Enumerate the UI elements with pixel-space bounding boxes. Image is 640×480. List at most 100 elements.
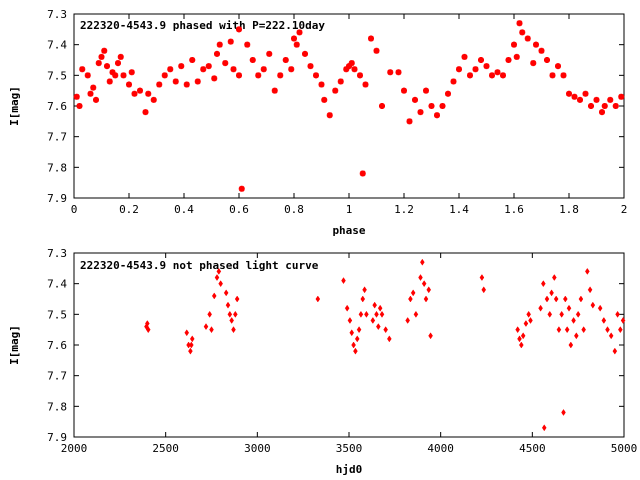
data-point (615, 310, 620, 318)
data-point (84, 72, 91, 79)
data-point (511, 41, 517, 48)
data-point (189, 335, 195, 343)
data-point (428, 332, 433, 340)
x-tick-label: 1 (346, 203, 353, 216)
data-point (528, 317, 533, 324)
data-point (222, 60, 229, 67)
data-point (538, 47, 545, 54)
y-tick-label: 7.4 (47, 39, 67, 52)
data-point (98, 53, 105, 60)
data-point (172, 78, 179, 85)
data-point (216, 41, 223, 48)
data-point (189, 57, 196, 63)
data-point (420, 258, 425, 266)
y-tick-label: 7.7 (47, 370, 67, 383)
data-point (137, 87, 143, 94)
data-point (101, 47, 108, 54)
data-point (418, 274, 423, 281)
y-tick-label: 7.7 (47, 131, 67, 144)
data-point (410, 289, 416, 297)
data-point (560, 72, 567, 79)
data-point (571, 93, 578, 100)
data-point (544, 295, 550, 303)
data-point (302, 50, 308, 57)
data-point (332, 87, 339, 94)
data-point (612, 347, 618, 355)
data-point (559, 310, 564, 318)
data-point (353, 347, 358, 355)
data-point (549, 289, 554, 297)
data-point (483, 63, 490, 70)
data-point (227, 310, 233, 318)
data-point (95, 60, 102, 67)
data-point (575, 310, 581, 318)
data-point (183, 81, 190, 88)
data-point (104, 63, 110, 70)
data-point (357, 72, 363, 79)
data-point (513, 53, 520, 60)
data-point (544, 57, 550, 63)
data-point (230, 66, 237, 73)
axis-ticks: 0 0.2 0.4 0.6 0.8 1 1.2 1.4 1.6 1.8 2 7.3 7.4 7.5 7.6 7… (47, 8, 627, 216)
data-point (566, 90, 572, 97)
y-tick-label: 7.9 (47, 192, 67, 205)
y-tick-label: 7.5 (47, 69, 67, 82)
data-point (209, 326, 214, 334)
data-point (218, 280, 223, 288)
data-point (581, 326, 586, 334)
phased-light-curve-panel: 222320-4543.9 phased with P=222.10day ph… (8, 8, 627, 237)
data-point (229, 317, 234, 324)
data-point (568, 341, 574, 349)
data-point (620, 317, 626, 324)
data-point (566, 304, 572, 312)
data-point (376, 323, 381, 331)
data-point (200, 66, 207, 73)
data-point (194, 78, 201, 85)
data-point (266, 50, 273, 57)
data-point (117, 53, 124, 60)
data-point (395, 69, 402, 76)
data-point (76, 103, 83, 109)
y-tick-label: 7.4 (47, 278, 67, 291)
data-point (387, 69, 394, 76)
x-axis-label: hjd0 (336, 463, 363, 476)
data-point (359, 170, 366, 177)
x-tick-label: 1.8 (559, 203, 579, 216)
data-point (244, 41, 251, 48)
x-tick-label: 0.4 (174, 203, 194, 216)
data-point (344, 304, 350, 312)
y-tick-label: 7.8 (47, 400, 67, 413)
data-point (601, 317, 607, 324)
data-point (461, 53, 468, 60)
data-point (408, 295, 413, 303)
data-point (142, 109, 149, 116)
data-point (564, 326, 570, 334)
data-point (618, 326, 623, 334)
data-point (370, 317, 376, 324)
data-point (434, 112, 440, 119)
data-point (515, 326, 520, 334)
data-point (349, 329, 355, 337)
data-point (590, 301, 596, 309)
data-point (227, 38, 234, 45)
x-tick-label: 5000 (611, 442, 638, 455)
data-point (351, 341, 356, 349)
data-point (184, 329, 190, 337)
data-point (321, 96, 328, 103)
data-point (128, 69, 135, 76)
data-point (358, 310, 364, 318)
data-point (519, 341, 524, 349)
data-point (577, 96, 583, 103)
data-point (413, 310, 419, 318)
data-point (296, 29, 303, 36)
data-point (216, 267, 222, 275)
y-tick-label: 7.8 (47, 161, 67, 174)
data-point (439, 103, 446, 109)
x-axis-label: phase (332, 224, 365, 237)
data-point (277, 72, 284, 79)
unphased-light-curve-panel: 222320-4543.9 not phased light curve hjd… (8, 247, 637, 476)
x-tick-label: 2000 (61, 442, 88, 455)
x-tick-label: 2500 (152, 442, 179, 455)
data-point (313, 72, 319, 79)
